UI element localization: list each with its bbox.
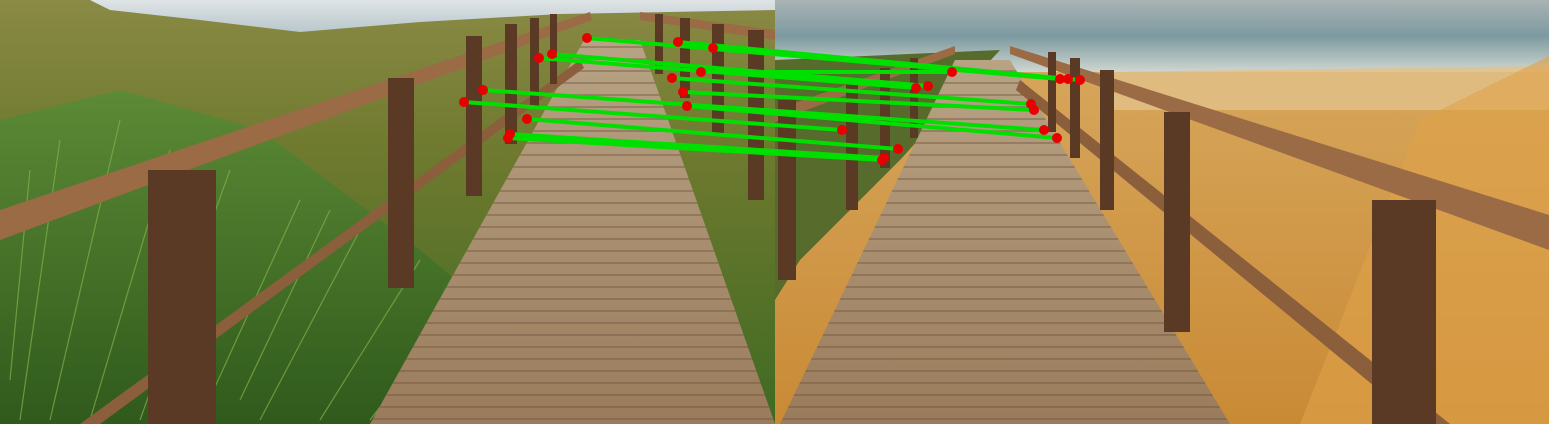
left-photo-panel bbox=[0, 0, 775, 424]
keypoint-marker bbox=[911, 83, 921, 93]
keypoints bbox=[459, 33, 1085, 165]
keypoint-marker bbox=[673, 37, 683, 47]
match-line bbox=[481, 88, 1046, 132]
keypoint-marker bbox=[696, 67, 706, 77]
right-photo-panel bbox=[775, 0, 1549, 424]
keypoint-marker bbox=[478, 85, 488, 95]
keypoint-marker bbox=[534, 53, 544, 63]
left-railing-near bbox=[0, 12, 592, 424]
right-vegetation bbox=[775, 50, 1000, 300]
keypoint-marker bbox=[1052, 133, 1062, 143]
keypoint-marker bbox=[923, 81, 933, 91]
keypoint-marker bbox=[947, 67, 957, 77]
keypoint-marker bbox=[503, 133, 513, 143]
keypoint-marker bbox=[837, 125, 847, 135]
keypoint-marker bbox=[582, 33, 592, 43]
keypoint-marker bbox=[678, 87, 688, 97]
keypoint-marker bbox=[667, 73, 677, 83]
right-shoreline bbox=[1100, 66, 1549, 110]
match-lines bbox=[462, 36, 1082, 162]
keypoint-marker bbox=[877, 155, 887, 165]
right-deck-planks bbox=[780, 60, 1230, 424]
keypoint-marker bbox=[893, 144, 903, 154]
match-line bbox=[506, 136, 884, 162]
match-line bbox=[711, 46, 1082, 82]
keypoint-marker bbox=[1039, 125, 1049, 135]
match-line bbox=[681, 90, 1036, 112]
keypoint-marker bbox=[682, 101, 692, 111]
keypoint-marker bbox=[522, 114, 532, 124]
match-line bbox=[508, 132, 886, 160]
keypoint-marker bbox=[1029, 105, 1039, 115]
match-line bbox=[685, 104, 1059, 140]
right-railing-near bbox=[1010, 46, 1549, 424]
keypoint-marker bbox=[1055, 74, 1065, 84]
keypoint-marker bbox=[708, 43, 718, 53]
keypoint-marker bbox=[1075, 75, 1085, 85]
match-line bbox=[670, 76, 1033, 106]
left-sky bbox=[90, 0, 775, 32]
keypoint-marker bbox=[1063, 74, 1073, 84]
left-deck-planks bbox=[370, 40, 775, 424]
keypoint-marker bbox=[547, 49, 557, 59]
keypoint-marker bbox=[459, 97, 469, 107]
match-line bbox=[462, 100, 844, 132]
match-line bbox=[525, 117, 900, 151]
